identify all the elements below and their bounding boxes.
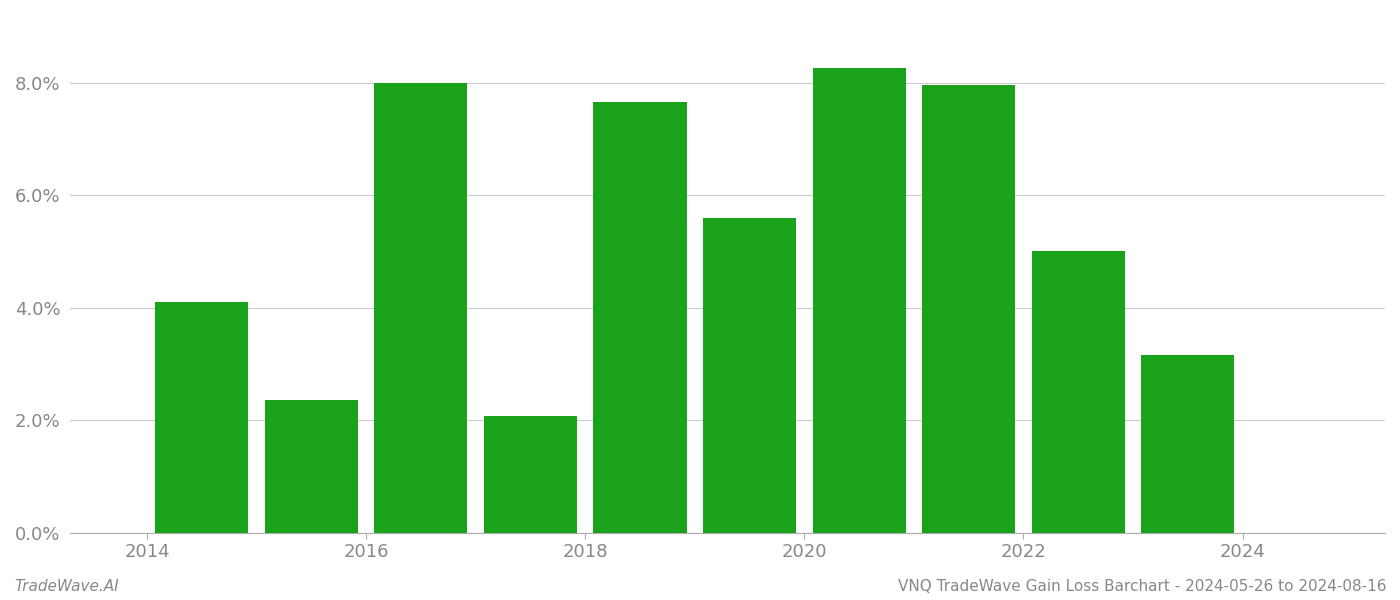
Bar [1032, 251, 1124, 533]
Bar [594, 102, 686, 533]
Bar [812, 68, 906, 533]
Text: TradeWave.AI: TradeWave.AI [14, 579, 119, 594]
Bar [265, 400, 358, 533]
Text: VNQ TradeWave Gain Loss Barchart - 2024-05-26 to 2024-08-16: VNQ TradeWave Gain Loss Barchart - 2024-… [897, 579, 1386, 594]
Bar [155, 302, 248, 533]
Bar [703, 218, 797, 533]
Bar [1141, 355, 1235, 533]
Bar [484, 416, 577, 533]
Bar [923, 85, 1015, 533]
Bar [374, 83, 468, 533]
